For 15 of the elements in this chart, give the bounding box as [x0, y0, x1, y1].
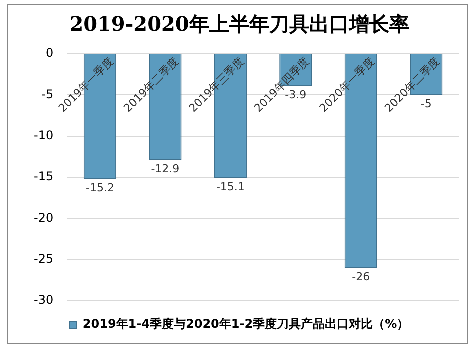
y-tick-label: -15	[34, 170, 54, 184]
data-label: -26	[352, 270, 370, 284]
y-tick-label: -30	[34, 293, 54, 308]
data-label: -5	[420, 98, 432, 111]
data-label: -3.9	[285, 88, 307, 102]
chart-title: 2019-2020年上半年刀具出口增长率	[70, 12, 410, 36]
y-tick-label: 0	[46, 46, 54, 60]
y-tick-label: -20	[34, 210, 54, 225]
y-tick-label: -5	[42, 87, 54, 102]
legend-label: 2019年1-4季度与2020年1-2季度刀具产品出口对比（%）	[82, 317, 410, 332]
y-tick-label: -10	[34, 128, 54, 142]
data-label: -15.2	[86, 182, 114, 195]
data-label: -15.1	[216, 180, 245, 194]
y-tick-label: -25	[34, 252, 54, 266]
data-label: -12.9	[151, 162, 180, 176]
